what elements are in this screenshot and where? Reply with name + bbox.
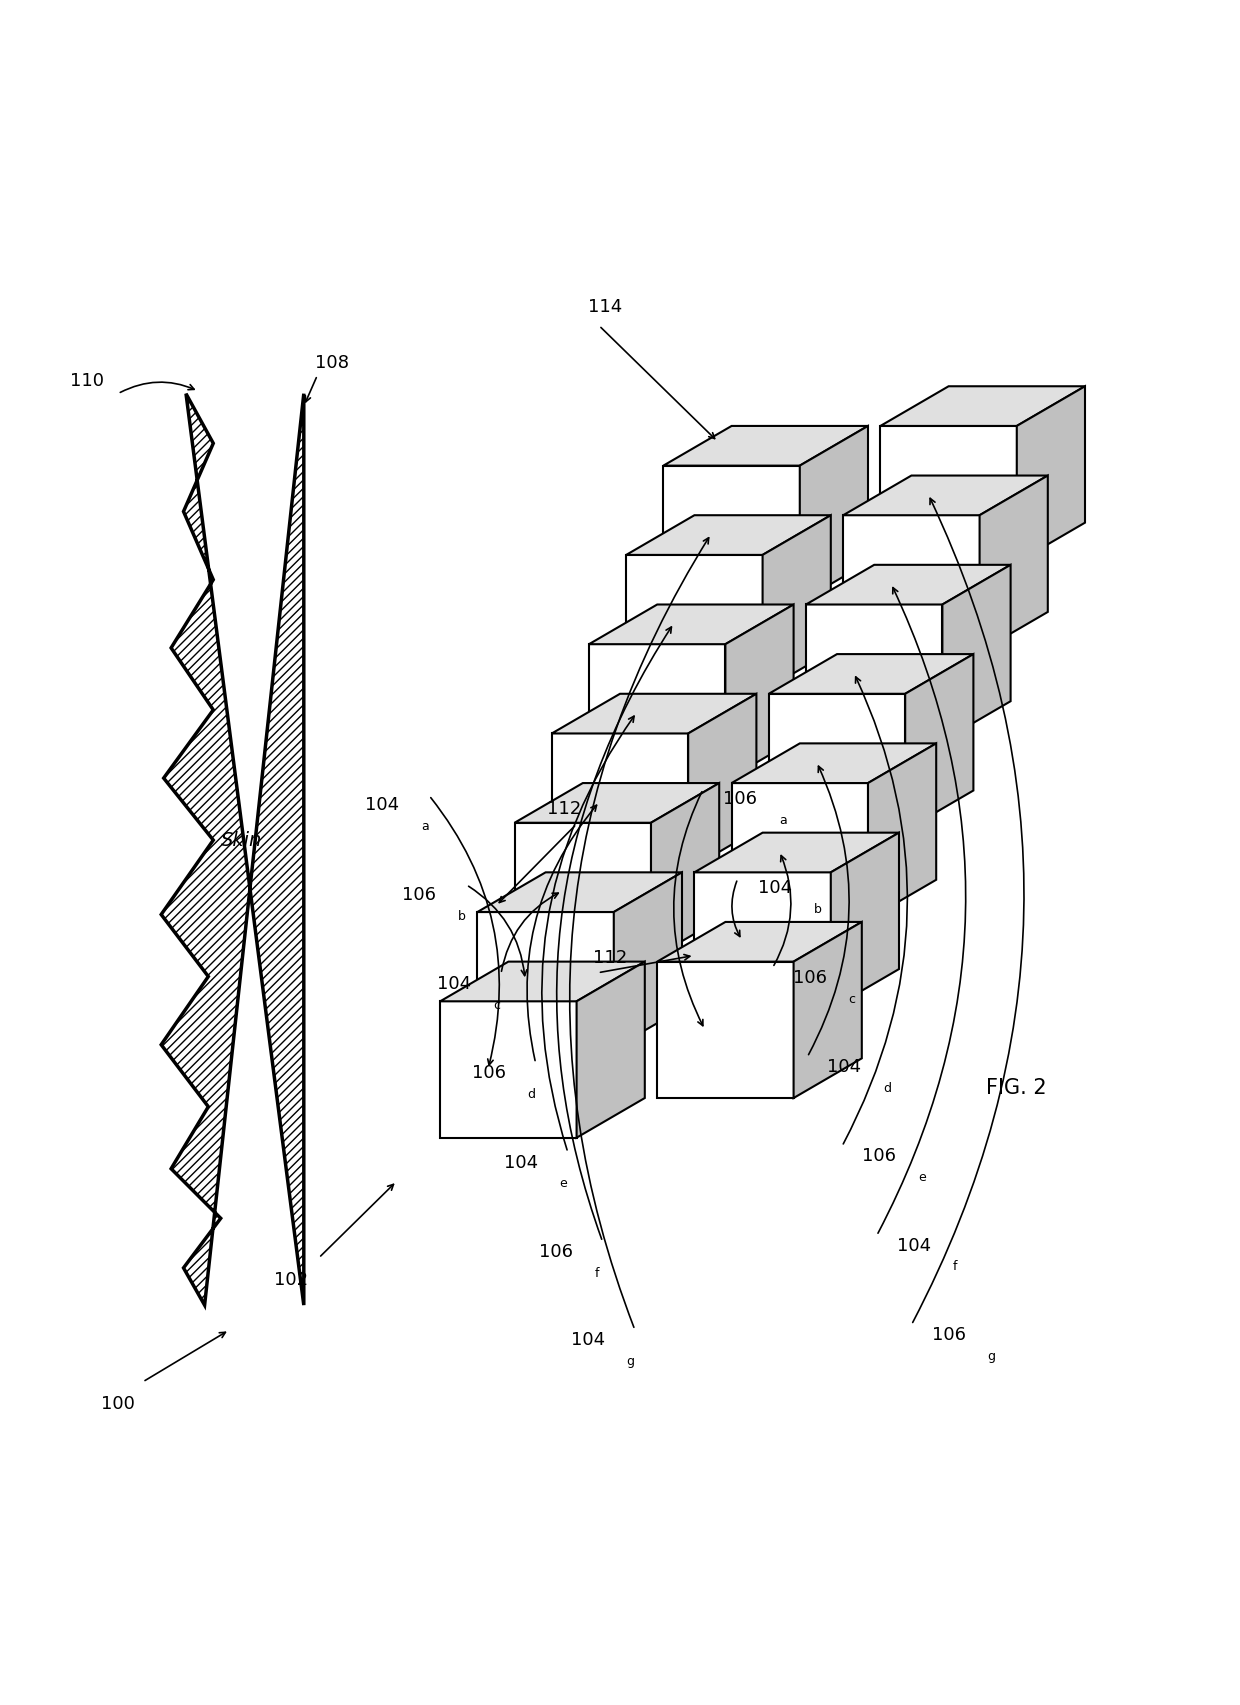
Text: 104: 104 [570,1332,605,1349]
Text: 112: 112 [547,800,582,818]
Text: 104: 104 [436,975,471,992]
Polygon shape [794,922,862,1098]
Polygon shape [880,426,1017,563]
Polygon shape [477,873,682,912]
Text: d: d [883,1083,892,1095]
Text: b: b [813,904,822,916]
Polygon shape [663,426,868,465]
Text: f: f [594,1267,599,1280]
Polygon shape [868,743,936,919]
Text: 104: 104 [758,880,792,897]
Text: g: g [626,1355,635,1367]
Polygon shape [806,564,1011,605]
Text: e: e [559,1178,568,1190]
Polygon shape [614,873,682,1049]
Polygon shape [552,694,756,733]
Text: g: g [987,1350,996,1362]
Text: 104: 104 [503,1154,538,1171]
Polygon shape [1017,387,1085,563]
Text: d: d [527,1088,536,1101]
Polygon shape [161,394,304,1304]
Text: 106: 106 [862,1147,897,1165]
Text: 108: 108 [315,353,350,372]
Polygon shape [663,465,800,602]
Polygon shape [440,1001,577,1137]
Text: 106: 106 [471,1064,506,1083]
Text: 100: 100 [100,1395,135,1413]
Polygon shape [694,873,831,1009]
Text: 110: 110 [69,372,104,390]
Polygon shape [843,476,1048,515]
Text: 106: 106 [538,1243,573,1260]
Text: c: c [848,992,856,1006]
Text: a: a [779,813,787,827]
Polygon shape [657,922,862,962]
Polygon shape [515,783,719,824]
Polygon shape [515,824,651,960]
Text: 104: 104 [365,796,399,815]
Polygon shape [905,655,973,830]
Polygon shape [589,644,725,781]
Polygon shape [800,426,868,602]
Text: 106: 106 [723,789,758,808]
Text: Skin: Skin [221,830,263,849]
Text: c: c [492,999,500,1011]
Text: a: a [420,820,429,834]
Text: 104: 104 [827,1059,862,1076]
Polygon shape [651,783,719,960]
Polygon shape [831,832,899,1009]
Text: 112: 112 [593,950,627,967]
Polygon shape [552,733,688,870]
Polygon shape [732,743,936,783]
Polygon shape [626,515,831,554]
Polygon shape [980,476,1048,651]
Polygon shape [477,912,614,1049]
Polygon shape [688,694,756,870]
Polygon shape [843,515,980,651]
Polygon shape [732,783,868,919]
Polygon shape [577,962,645,1137]
Text: f: f [952,1260,957,1274]
Text: 102: 102 [274,1272,309,1289]
Polygon shape [769,694,905,830]
Polygon shape [806,605,942,742]
Polygon shape [626,554,763,691]
Text: 106: 106 [931,1326,966,1344]
Text: 104: 104 [897,1236,931,1255]
Polygon shape [657,962,794,1098]
Text: 106: 106 [402,885,436,904]
Polygon shape [769,655,973,694]
Text: 106: 106 [792,968,827,987]
Polygon shape [440,962,645,1001]
Text: b: b [458,909,466,922]
Polygon shape [880,387,1085,426]
Polygon shape [694,832,899,873]
Text: 114: 114 [588,298,622,315]
Polygon shape [763,515,831,691]
Text: FIG. 2: FIG. 2 [987,1078,1047,1098]
Text: e: e [918,1171,926,1185]
Polygon shape [942,564,1011,742]
Polygon shape [589,605,794,644]
Polygon shape [725,605,794,781]
